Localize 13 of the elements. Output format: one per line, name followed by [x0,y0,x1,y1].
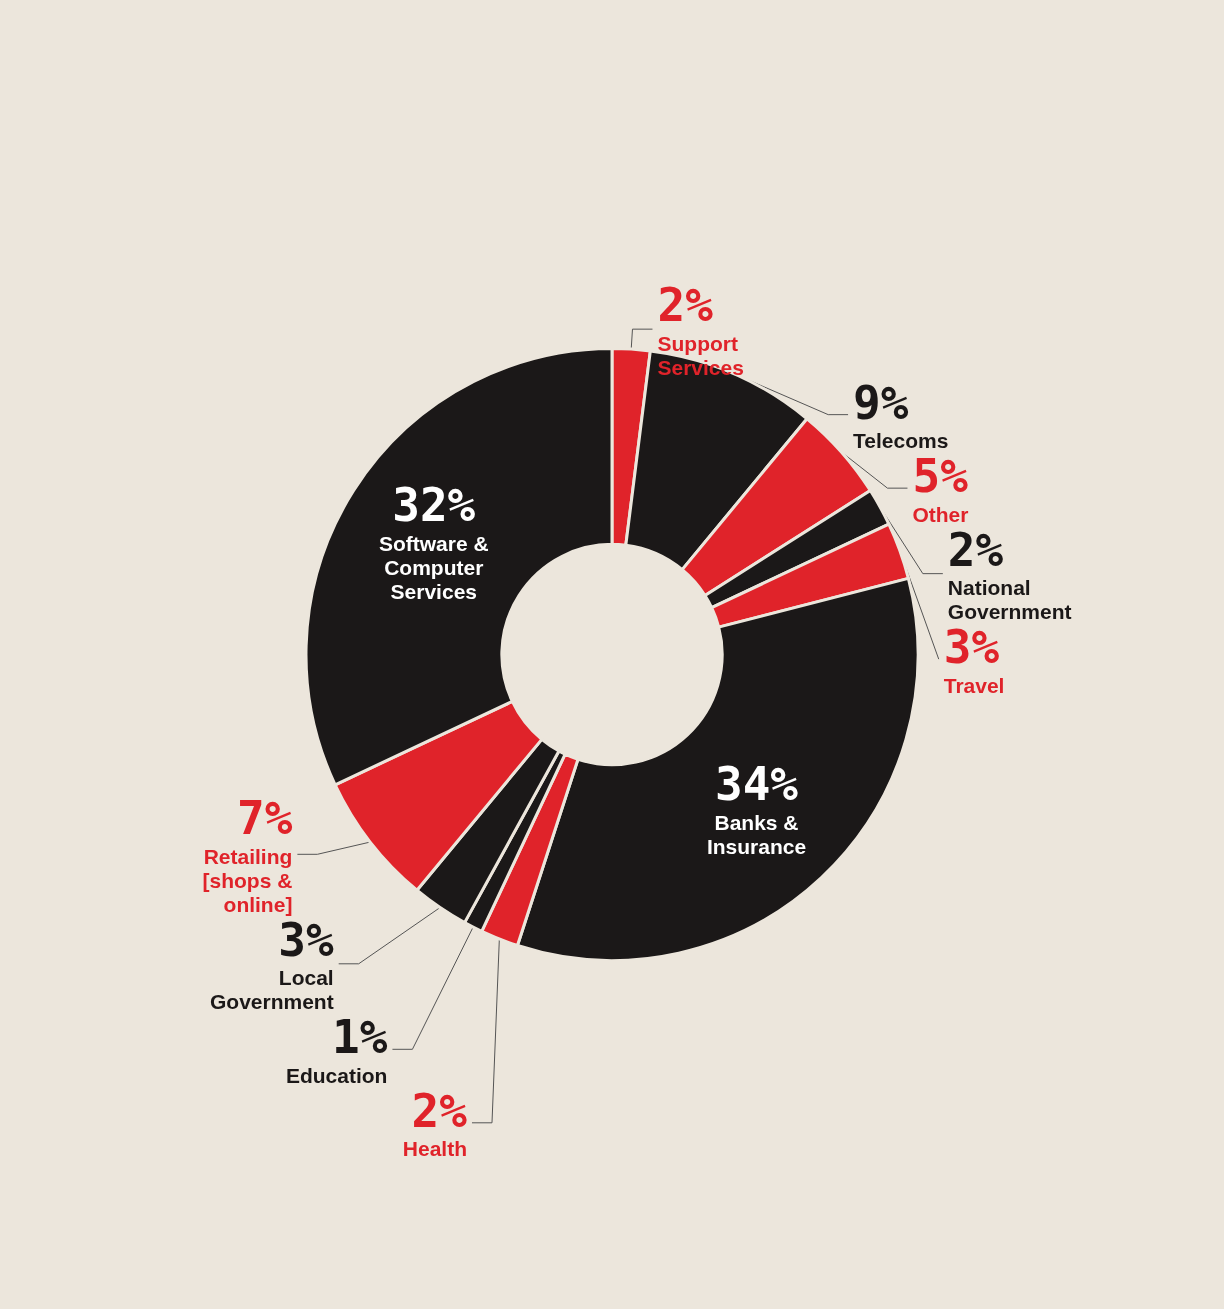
data-label: 2% [411,1083,468,1138]
data-label: 34% [714,757,799,812]
slice-label: Software & Computer Services [378,531,489,603]
slice-label: Health [402,1137,467,1161]
slice-label: Local Government [209,966,334,1014]
data-label: 9% [853,375,909,430]
data-label: 7% [236,791,293,846]
data-label: 1% [332,1010,388,1065]
slice-label: Education [285,1063,388,1087]
data-label: 32% [392,478,476,533]
slice-label: Banks & Insurance [706,810,807,858]
slice-label: Travel [943,673,1005,697]
data-label: 2% [657,278,714,333]
